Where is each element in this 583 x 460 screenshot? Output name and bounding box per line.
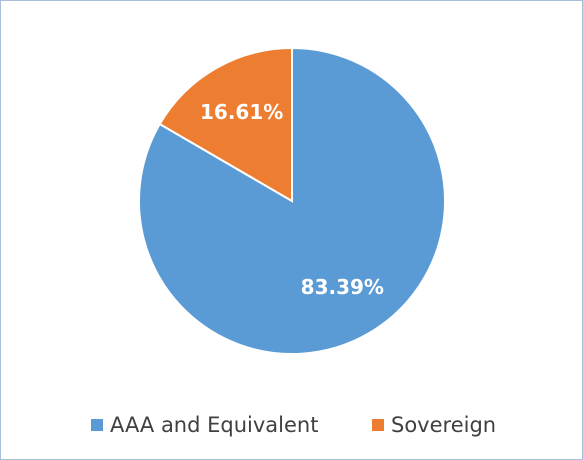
data-label: 83.39% <box>301 275 384 299</box>
data-label: 16.61% <box>200 100 283 124</box>
pie-slice <box>158 46 293 203</box>
legend-swatch <box>372 419 384 431</box>
legend-label: AAA and Equivalent <box>110 413 318 437</box>
legend-label: Sovereign <box>391 413 496 437</box>
legend-swatch <box>91 419 103 431</box>
